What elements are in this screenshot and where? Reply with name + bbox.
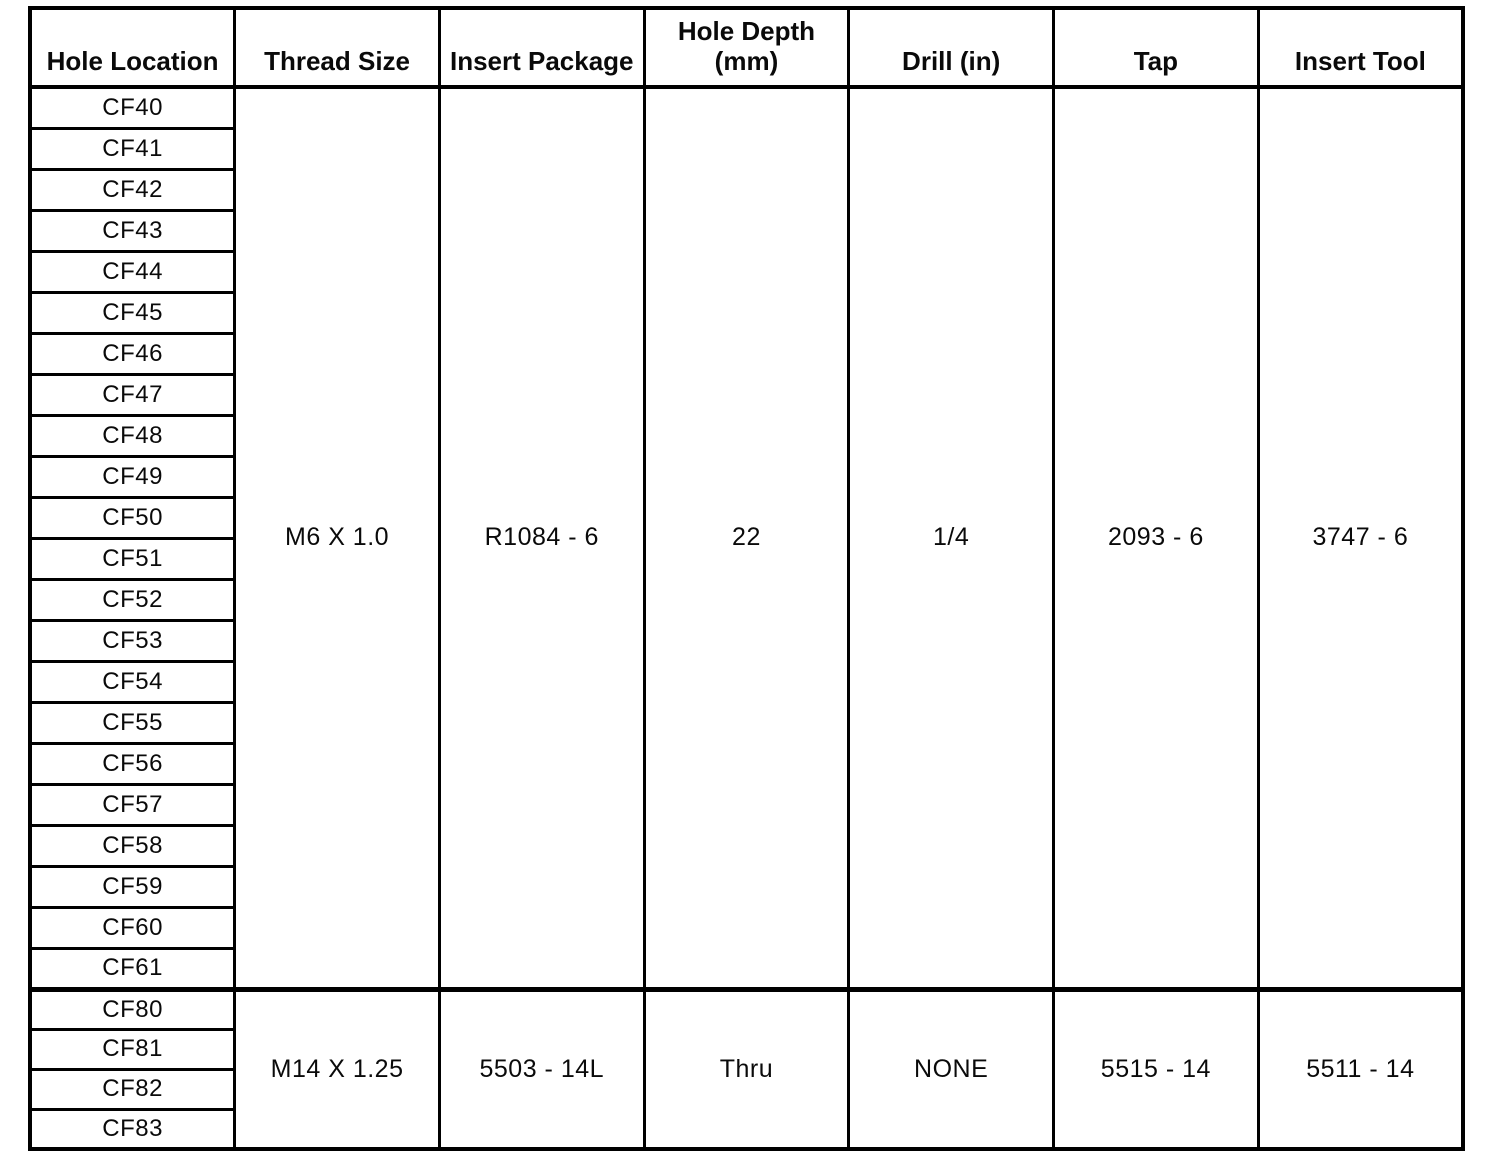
hole-location-cell: CF41: [28, 126, 237, 171]
column-header-drill: Drill (in): [847, 6, 1056, 89]
hole-location-cell: CF59: [28, 864, 237, 909]
column-header-hole-depth: Hole Depth (mm): [642, 6, 851, 89]
hole-location-cell: CF53: [28, 618, 237, 663]
hole-location-cell: CF46: [28, 331, 237, 376]
hole-location-cell: CF51: [28, 536, 237, 581]
hole-location-cell: CF57: [28, 782, 237, 827]
thread-size-cell: M6 X 1.0: [233, 85, 441, 991]
hole-location-cell: CF40: [28, 85, 237, 130]
column-header-insert-package: Insert Package: [437, 6, 646, 89]
hole-location-cell: CF83: [28, 1107, 237, 1151]
column-header-tap: Tap: [1052, 6, 1260, 89]
insert-package-cell: 5503 - 14L: [437, 986, 646, 1151]
hole-location-cell: CF44: [28, 249, 237, 294]
table-row: CF49: [28, 454, 1463, 499]
table-row: CF42: [28, 167, 1463, 212]
hole-depth-cell: Thru: [642, 986, 851, 1151]
hole-location-cell: CF60: [28, 905, 237, 950]
hole-location-cell: CF45: [28, 290, 237, 335]
hole-location-cell: CF58: [28, 823, 237, 868]
table-row: CF50: [28, 495, 1463, 540]
table-row: CF80 M14 X 1.25 5503 - 14L Thru NONE 551…: [28, 986, 1465, 1151]
hole-location-cell: CF54: [28, 659, 237, 704]
insert-package-cell: R1084 - 6: [437, 85, 646, 991]
hole-location-cell: CF56: [28, 741, 237, 786]
column-header-thread-size: Thread Size: [233, 6, 441, 89]
hole-depth-cell: 22: [642, 85, 851, 991]
table-row: CF59: [28, 864, 1463, 909]
table-row: CF47: [28, 372, 1463, 417]
column-header-insert-tool: Insert Tool: [1256, 6, 1465, 89]
table-row: CF83: [28, 1107, 1463, 1151]
column-header-hole-location: Hole Location: [28, 6, 237, 89]
table-row: CF52: [28, 577, 1463, 622]
table-row: CF46: [28, 331, 1463, 376]
tap-cell: 5515 - 14: [1052, 986, 1260, 1151]
hole-location-cell: CF50: [28, 495, 237, 540]
hole-location-cell: CF82: [28, 1067, 237, 1111]
drill-cell: NONE: [847, 986, 1056, 1151]
table-row: CF60: [28, 905, 1463, 950]
table-row: CF61: [28, 946, 1463, 991]
hole-location-cell: CF61: [28, 946, 237, 991]
hole-location-cell: CF43: [28, 208, 237, 253]
hole-location-cell: CF81: [28, 1027, 237, 1071]
hole-location-cell: CF80: [28, 986, 237, 1031]
hole-location-cell: CF49: [28, 454, 237, 499]
hole-location-cell: CF47: [28, 372, 237, 417]
table-row: CF57: [28, 782, 1463, 827]
thread-insert-spec-table: Hole Location Thread Size Insert Package…: [28, 6, 1465, 1151]
table-row: CF53: [28, 618, 1463, 663]
thread-size-cell: M14 X 1.25: [233, 986, 441, 1151]
table-row: CF58: [28, 823, 1463, 868]
drill-cell: 1/4: [847, 85, 1056, 991]
table-row: CF51: [28, 536, 1463, 581]
table-header: Hole Location Thread Size Insert Package…: [28, 6, 1465, 89]
table-row: CF43: [28, 208, 1463, 253]
table-row: CF48: [28, 413, 1463, 458]
tap-cell: 2093 - 6: [1052, 85, 1260, 991]
insert-tool-cell: 5511 - 14: [1256, 986, 1465, 1151]
header-row: Hole Location Thread Size Insert Package…: [28, 6, 1465, 89]
hole-location-cell: CF48: [28, 413, 237, 458]
table-row: CF55: [28, 700, 1463, 745]
hole-location-cell: CF42: [28, 167, 237, 212]
table-row: CF45: [28, 290, 1463, 335]
table-row: CF81: [28, 1027, 1463, 1071]
table-row: CF40 M6 X 1.0 R1084 - 6 22 1/4 2093 - 6 …: [28, 85, 1465, 991]
insert-tool-cell: 3747 - 6: [1256, 85, 1465, 991]
table-body: CF40 M6 X 1.0 R1084 - 6 22 1/4 2093 - 6 …: [28, 85, 1465, 1151]
hole-location-cell: CF55: [28, 700, 237, 745]
table-row: CF44: [28, 249, 1463, 294]
table-row: CF82: [28, 1067, 1463, 1111]
table-row: CF54: [28, 659, 1463, 704]
table-row: CF41: [28, 126, 1463, 171]
hole-location-cell: CF52: [28, 577, 237, 622]
table-row: CF56: [28, 741, 1463, 786]
